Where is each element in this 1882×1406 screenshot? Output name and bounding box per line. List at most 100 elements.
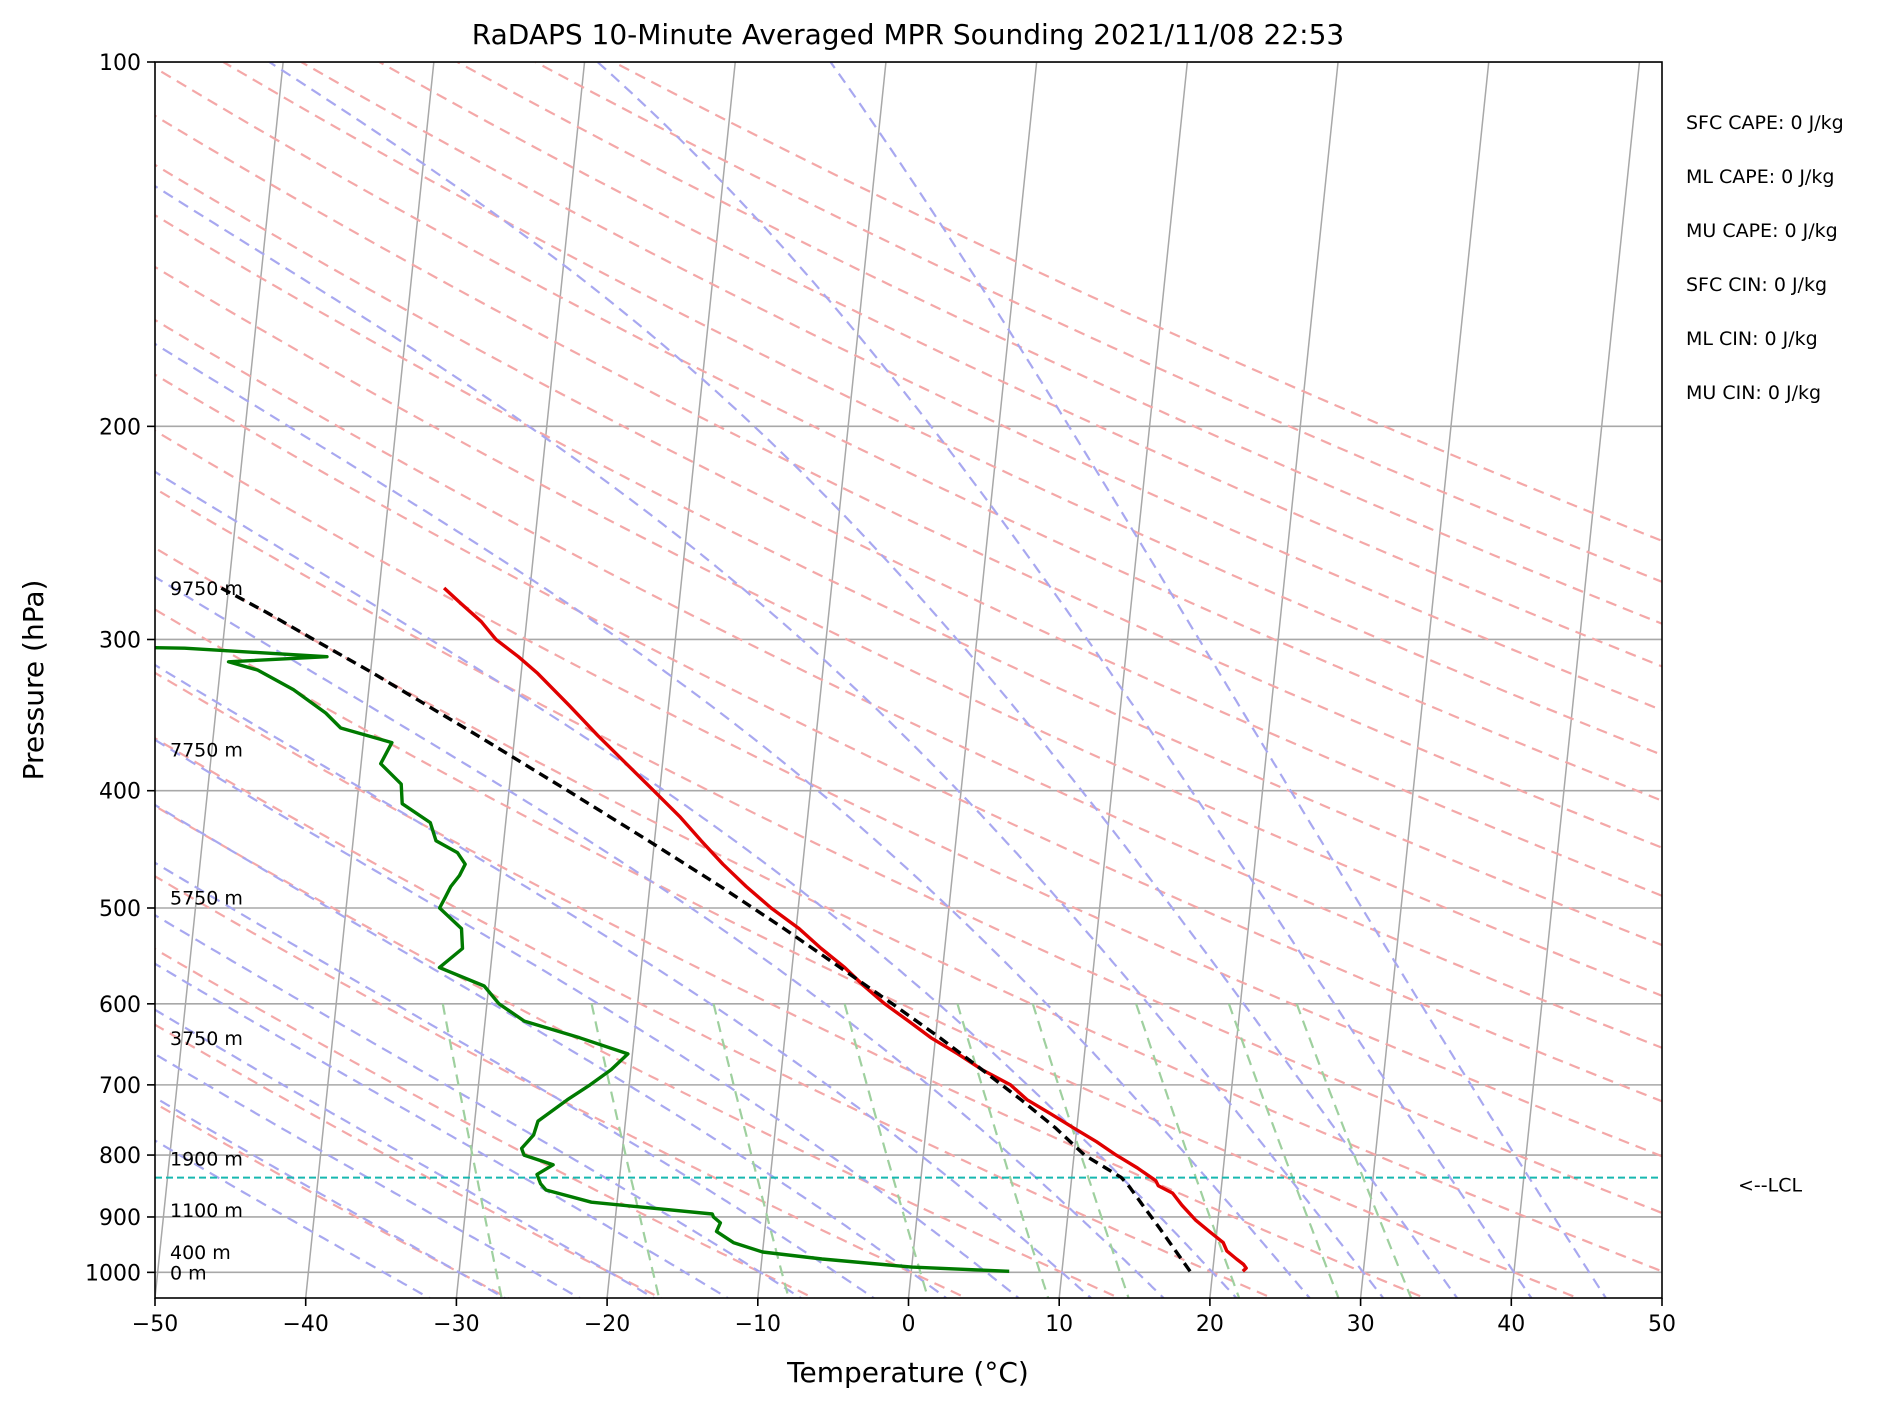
dry-adiabat-line bbox=[155, 947, 816, 1298]
height-label: 7750 m bbox=[170, 740, 243, 762]
height-label: 1900 m bbox=[170, 1148, 243, 1170]
mixing-ratio-line bbox=[590, 1003, 661, 1298]
moist-adiabat-line bbox=[829, 62, 1608, 1298]
dry-adiabat-line bbox=[155, 265, 1662, 997]
x-tick-label: −10 bbox=[735, 1312, 781, 1337]
stat-label: SFC CIN: 0 J/kg bbox=[1686, 274, 1827, 296]
isotherm-line bbox=[1661, 1290, 1662, 1298]
dry-adiabat-line bbox=[155, 737, 1275, 1298]
isotherm-line bbox=[1359, 62, 1490, 1298]
isotherm-line bbox=[606, 62, 736, 1298]
dry-adiabat-line bbox=[155, 608, 1581, 1298]
dry-adiabat-line bbox=[378, 62, 1662, 668]
y-tick-label: 500 bbox=[99, 897, 141, 922]
isotherm-line bbox=[455, 62, 586, 1298]
y-tick-label: 1000 bbox=[85, 1261, 141, 1286]
x-tick-label: 40 bbox=[1497, 1312, 1525, 1337]
moist-adiabat-line bbox=[155, 184, 1385, 1298]
isotherm-line bbox=[907, 62, 1038, 1298]
height-label: 5750 m bbox=[170, 887, 243, 909]
dry-adiabat-line bbox=[155, 213, 1662, 947]
moist-adiabat-line bbox=[155, 470, 1238, 1298]
x-tick-label: 50 bbox=[1648, 1312, 1676, 1337]
isotherm-line bbox=[1209, 62, 1339, 1298]
y-tick-label: 800 bbox=[99, 1144, 141, 1169]
moist-adiabat-line bbox=[155, 803, 948, 1298]
moist-adiabat-line bbox=[155, 342, 1312, 1298]
stat-label: ML CAPE: 0 J/kg bbox=[1686, 166, 1834, 188]
x-tick-label: 0 bbox=[902, 1312, 916, 1337]
moist-adiabat-line bbox=[155, 1096, 507, 1298]
dewpoint-profile bbox=[155, 645, 1010, 1273]
y-axis-ticks: 100 200 300 400 500 600 700 800 900 1000 bbox=[85, 51, 155, 1286]
mixing-ratio-line bbox=[1031, 1003, 1130, 1298]
x-axis-title: Temperature (°C) bbox=[786, 1356, 1029, 1389]
isotherm-line bbox=[1813, 62, 1882, 1298]
y-tick-label: 700 bbox=[99, 1074, 141, 1099]
dry-adiabat-line bbox=[613, 62, 1662, 543]
height-label: 400 m bbox=[170, 1242, 231, 1264]
stat-label: ML CIN: 0 J/kg bbox=[1686, 328, 1818, 350]
dry-adiabat-line bbox=[300, 62, 1662, 712]
dry-adiabat-line bbox=[155, 671, 1428, 1298]
dry-adiabat-line bbox=[155, 114, 1662, 849]
x-tick-label: −40 bbox=[282, 1312, 328, 1337]
height-label: 9750 m bbox=[170, 578, 243, 600]
x-tick-label: 20 bbox=[1196, 1312, 1224, 1337]
moist-adiabat-line bbox=[155, 861, 876, 1298]
moist-adiabat-line bbox=[268, 62, 1459, 1298]
isotherm-line bbox=[1510, 62, 1641, 1298]
moist-adiabat-line bbox=[155, 962, 730, 1298]
x-tick-label: −20 bbox=[584, 1312, 630, 1337]
height-labels: 9750 m 7750 m 5750 m 3750 m 1900 m 1100 m 400 … bbox=[170, 578, 243, 1284]
dry-adiabat-line bbox=[155, 875, 969, 1298]
dry-adiabat-line bbox=[534, 62, 1662, 584]
height-label: 1100 m bbox=[170, 1200, 243, 1222]
y-tick-label: 900 bbox=[99, 1206, 141, 1231]
dry-adiabat-line bbox=[155, 546, 1662, 1273]
chart-title: RaDAPS 10-Minute Averaged MPR Sounding 2… bbox=[472, 18, 1344, 51]
mixing-ratio-line bbox=[1227, 1003, 1340, 1298]
x-tick-label: −30 bbox=[433, 1312, 479, 1337]
dry-adiabat-line bbox=[155, 1023, 664, 1298]
y-tick-label: 100 bbox=[99, 51, 141, 76]
height-label: 3750 m bbox=[170, 1028, 243, 1050]
stat-label: MU CAPE: 0 J/kg bbox=[1686, 220, 1838, 242]
moist-adiabat-line bbox=[155, 913, 803, 1298]
isotherm-line bbox=[304, 62, 435, 1298]
isotherm-line bbox=[1058, 62, 1189, 1298]
lcl-label: <--LCL bbox=[1738, 1175, 1802, 1197]
dry-adiabat-line bbox=[456, 62, 1662, 625]
x-tick-label: 30 bbox=[1347, 1312, 1375, 1337]
mixing-ratio-line bbox=[956, 1003, 1050, 1298]
x-tick-label: 10 bbox=[1045, 1312, 1073, 1337]
mixing-ratio-line bbox=[1295, 1003, 1413, 1298]
y-tick-label: 300 bbox=[99, 628, 141, 653]
temperature-profile bbox=[442, 586, 1248, 1273]
x-axis-ticks: −50 −40 −30 −20 −10 0 10 20 30 40 50 bbox=[132, 1298, 1676, 1337]
moist-adiabat-line bbox=[155, 1008, 656, 1298]
dry-adiabat-line bbox=[155, 318, 1662, 1049]
mixing-ratio-line bbox=[441, 1003, 503, 1298]
dry-adiabat-line bbox=[222, 62, 1662, 757]
stat-label: MU CIN: 0 J/kg bbox=[1686, 382, 1821, 404]
y-tick-label: 400 bbox=[99, 780, 141, 805]
y-tick-label: 200 bbox=[99, 415, 141, 440]
y-axis-title: Pressure (hPa) bbox=[17, 580, 50, 781]
dry-adiabat-line bbox=[155, 1102, 511, 1298]
mixing-ratio-line bbox=[1135, 1003, 1241, 1298]
isotherm-line bbox=[155, 62, 284, 1298]
height-label: 0 m bbox=[170, 1262, 207, 1284]
dry-adiabat-line bbox=[155, 429, 1662, 1158]
stats-panel: SFC CAPE: 0 J/kg ML CAPE: 0 J/kg MU CAPE: … bbox=[1686, 112, 1844, 404]
dry-adiabat-line bbox=[155, 66, 1662, 802]
y-tick-label: 600 bbox=[99, 993, 141, 1018]
dry-adiabat-line bbox=[155, 163, 1662, 897]
data-series bbox=[155, 586, 1248, 1273]
dry-adiabat-line bbox=[155, 487, 1662, 1215]
moist-adiabat-line bbox=[596, 62, 1533, 1298]
parcel-profile bbox=[220, 586, 1192, 1273]
dry-adiabat-line bbox=[155, 804, 1122, 1298]
stat-label: SFC CAPE: 0 J/kg bbox=[1686, 112, 1844, 134]
